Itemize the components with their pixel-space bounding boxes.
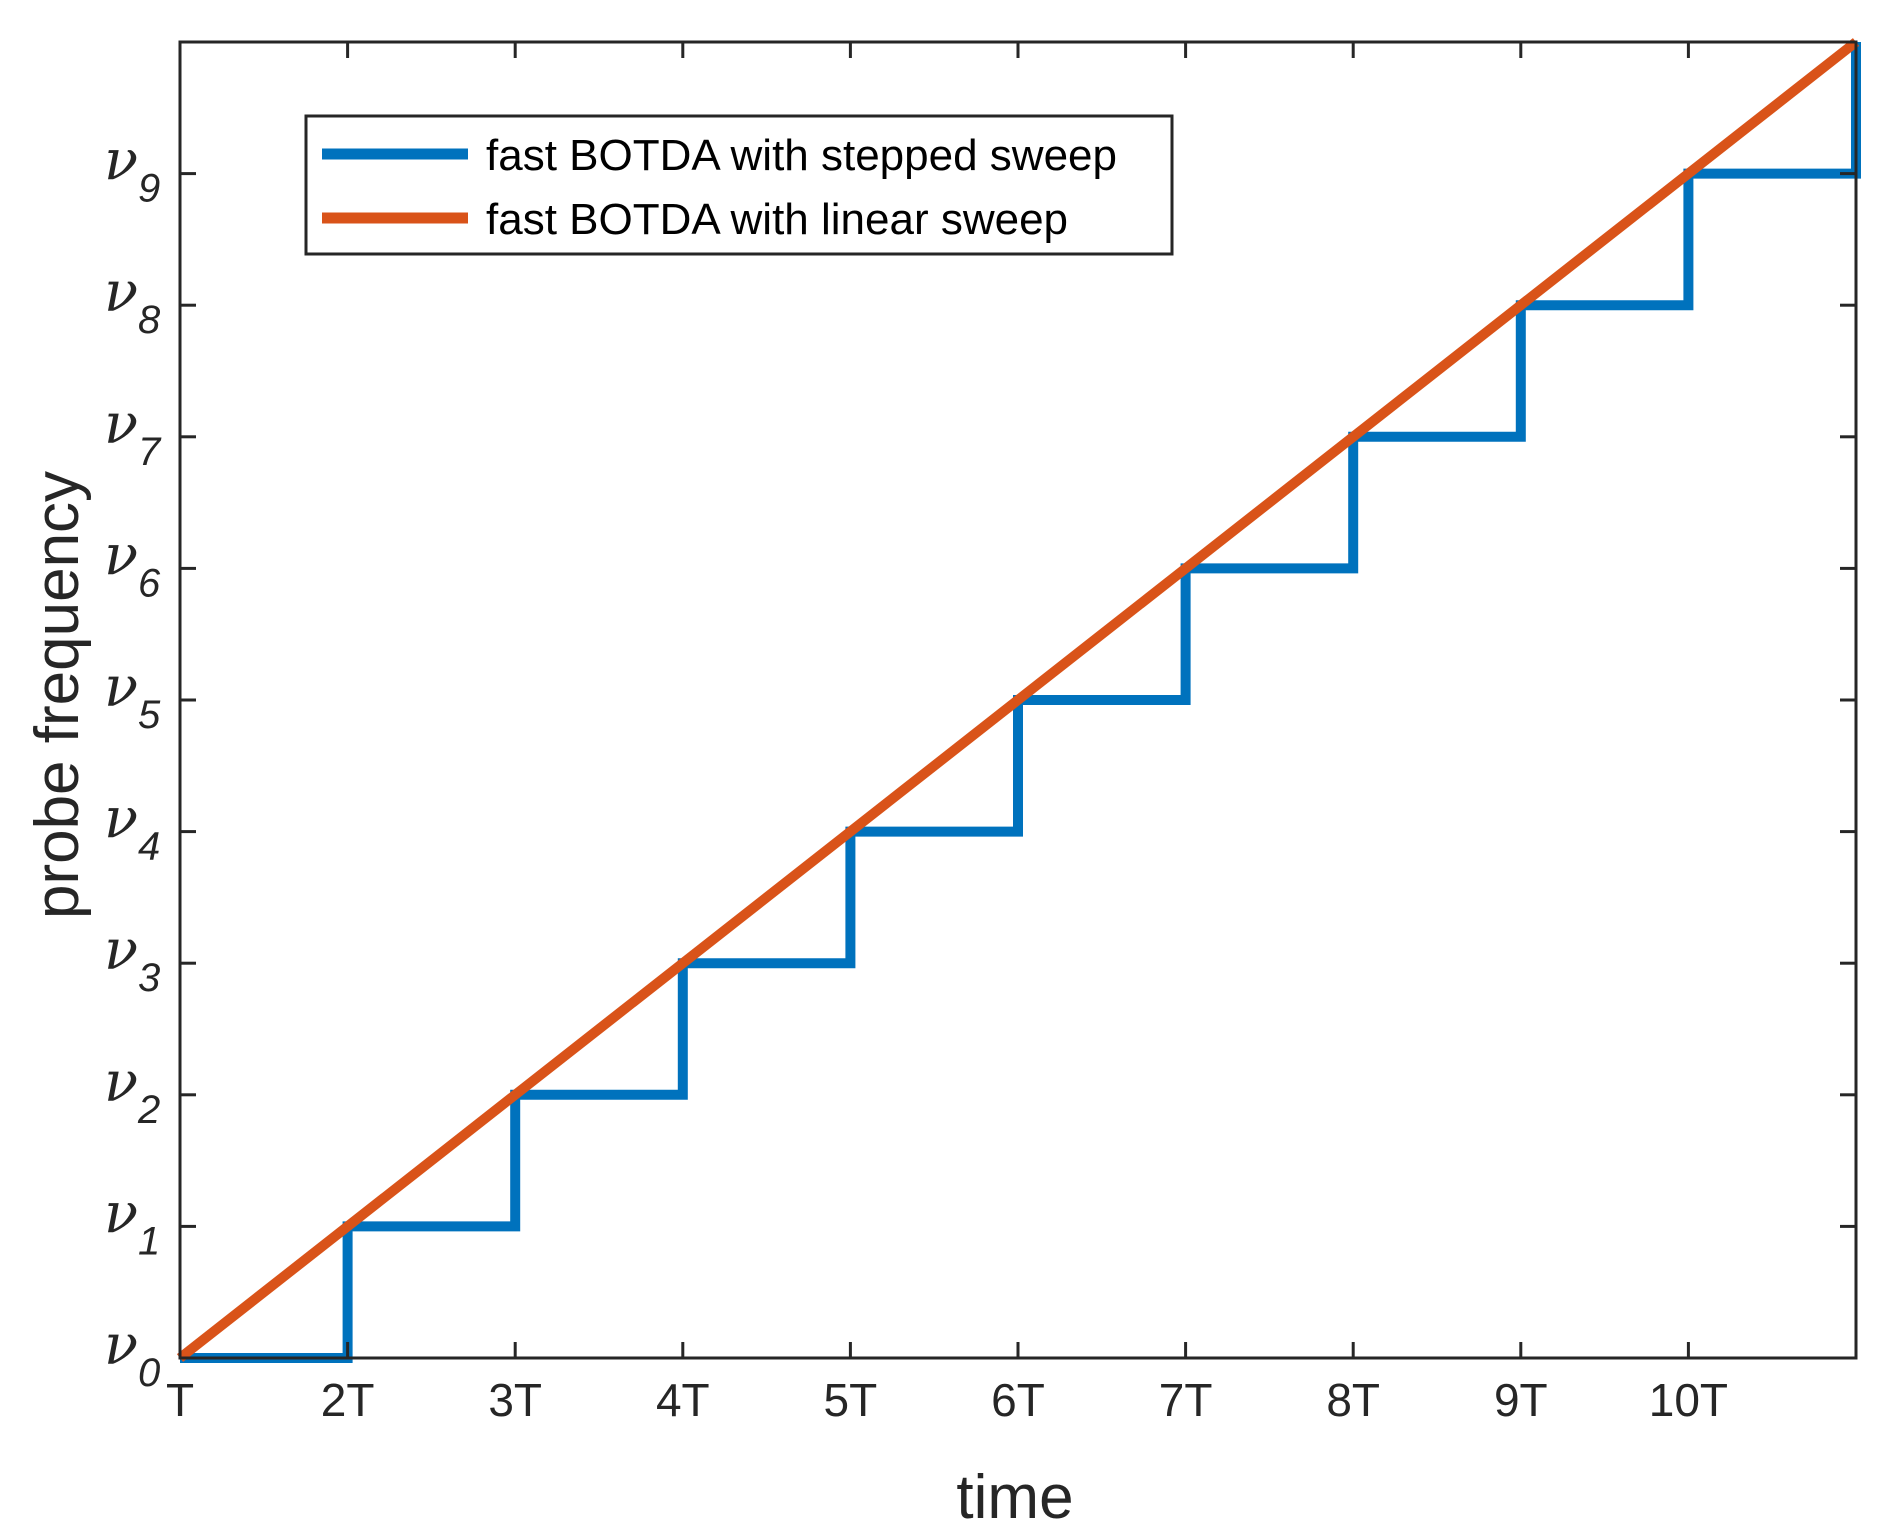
y-tick-subscript: 0 (138, 1351, 160, 1395)
y-tick-subscript: 9 (138, 167, 160, 211)
legend-label-linear: fast BOTDA with linear sweep (486, 195, 1068, 244)
y-tick-subscript: 8 (138, 298, 161, 342)
x-tick-label: T (166, 1374, 194, 1426)
x-tick-label: 7T (1159, 1374, 1213, 1426)
x-tick-label: 10T (1649, 1374, 1728, 1426)
x-tick-label: 2T (321, 1374, 375, 1426)
y-tick-subscript: 2 (137, 1088, 160, 1132)
y-tick-subscript: 1 (138, 1219, 160, 1263)
x-tick-label: 6T (991, 1374, 1045, 1426)
x-tick-label: 9T (1494, 1374, 1548, 1426)
x-tick-label: 8T (1326, 1374, 1380, 1426)
x-tick-label: 4T (656, 1374, 710, 1426)
x-axis-title: time (956, 1463, 1073, 1532)
y-tick-subscript: 3 (138, 956, 160, 1000)
legend-box (304, 114, 1174, 256)
x-tick-label: 5T (824, 1374, 878, 1426)
legend-label-stepped: fast BOTDA with stepped sweep (486, 131, 1117, 180)
plot-area (176, 38, 1861, 1363)
y-tick-subscript: 4 (138, 825, 160, 869)
y-tick-subscript: 6 (138, 561, 161, 605)
y-axis-title: probe frequency (23, 471, 92, 919)
x-tick-label: 3T (488, 1374, 542, 1426)
y-tick-subscript: 5 (138, 693, 161, 737)
legend: fast BOTDA with stepped sweep fast BOTDA… (304, 114, 1174, 256)
series-line-linear-sweep (176, 38, 1860, 1362)
y-tick-subscript: 7 (138, 430, 162, 474)
